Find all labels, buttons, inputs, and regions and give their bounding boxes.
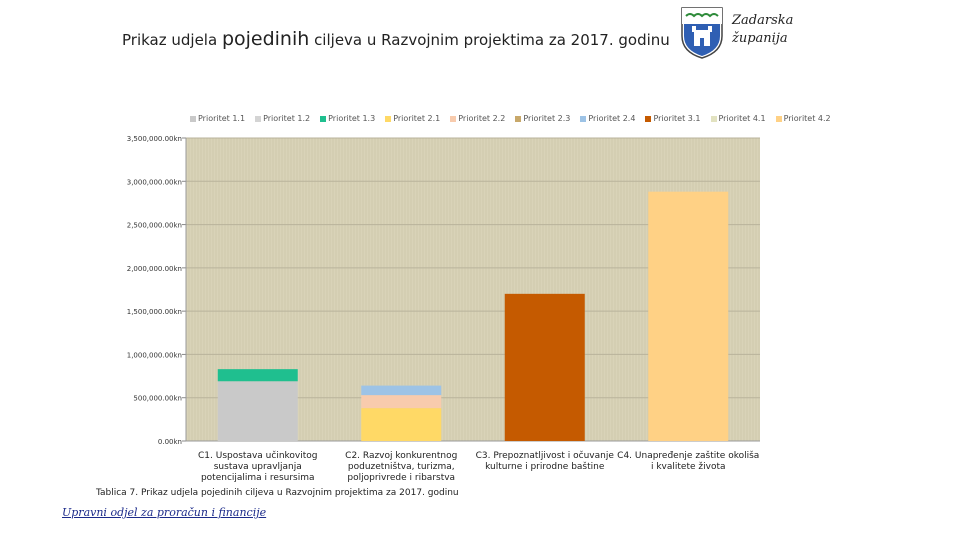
y-tick-label: 3,000,000.00kn [127,178,182,186]
bar-segment-prioritet-2-4 [361,385,442,396]
legend-swatch [645,115,652,122]
footer-department-link[interactable]: Upravni odjel za proračun i financije [62,506,267,519]
bar-segment-prioritet-1-3 [217,369,298,382]
legend-label: Prioritet 2.3 [523,114,571,123]
legend-item: Prioritet 2.1 [385,114,440,123]
x-category-label: i kvalitete života [651,462,726,472]
legend-item: Prioritet 3.1 [645,114,701,123]
legend-label: Prioritet 2.1 [393,114,441,123]
legend-swatch [255,115,262,122]
legend-label: Prioritet 1.1 [198,114,246,123]
bar-segment-prioritet-2-1 [361,408,442,441]
y-tick-label: 0.00kn [158,438,182,446]
legend-swatch [515,115,522,122]
x-category-label: sustava upravljanja [214,462,302,472]
x-category-label: kulturne i prirodne baštine [485,461,605,472]
legend-item: Prioritet 4.2 [775,114,831,123]
legend-item: Prioritet 1.3 [320,114,375,123]
legend-label: Prioritet 4.2 [783,114,831,123]
legend-swatch [710,115,717,122]
bar-segment-prioritet-3-1 [504,293,585,441]
legend-label: Prioritet 3.1 [653,114,701,123]
x-category-label: C1. Uspostava učinkovitog [198,450,318,461]
legend-swatch [385,115,392,122]
x-category-label: poduzetništva, turizma, [348,461,455,472]
x-category-label: potencijalima i resursima [201,473,315,483]
legend-item: Prioritet 1.2 [255,114,310,123]
brand-line-2: županija [732,31,788,46]
y-tick-label: 1,000,000.00kn [127,351,182,359]
legend-label: Prioritet 1.3 [328,114,376,123]
y-tick-label: 2,000,000.00kn [127,265,182,273]
legend-item: Prioritet 2.4 [580,114,635,123]
legend-label: Prioritet 4.1 [718,114,766,123]
legend-label: Prioritet 1.2 [263,114,311,123]
y-tick-label: 2,500,000.00kn [127,222,182,230]
chart-legend: Prioritet 1.1 Prioritet 1.2 Prioritet 1.3 P… [190,114,831,123]
legend-item: Prioritet 4.1 [710,114,766,123]
legend-swatch [320,115,327,122]
bar-segment-prioritet-4-2 [648,191,729,441]
brand-line-1: Zadarska [732,13,794,28]
legend-swatch [190,115,196,122]
brand-text: Zadarska županija [732,12,793,48]
x-category-label: C2. Razvoj konkurentnog [345,451,457,461]
x-category-label: poljoprivrede i ribarstva [347,473,455,483]
x-category-label: C4. Unapređenje zaštite okoliša [617,450,759,461]
legend-swatch [580,115,587,122]
legend-swatch [450,115,457,122]
y-tick-label: 500,000.00kn [133,395,182,403]
legend-label: Prioritet 2.4 [588,114,636,123]
y-tick-label: 3,500,000.00kn [127,135,182,143]
legend-item: Prioritet 1.1 [190,114,245,123]
legend-item: Prioritet 2.3 [515,114,570,123]
legend-item: Prioritet 2.2 [450,114,505,123]
chart-title: Prikaz udjela pojedinih ciljeva u Razvoj… [122,28,670,50]
x-category-label: C3. Prepoznatljivost i očuvanje [476,450,615,461]
stacked-bar-chart: 0.00kn 500,000.00kn 1,000,000.00kn 1,500,00… [127,135,760,483]
title-part-3: ciljeva u Razvojnim projektima za 2017. … [309,31,670,49]
legend-swatch [775,115,782,122]
title-part-2: pojedinih [221,28,310,50]
table-caption: Tablica 7. Prikaz udjela pojedinih cilje… [96,488,459,498]
y-tick-label: 1,500,000.00kn [127,308,182,316]
bar-segment-prioritet-2-2 [361,395,442,409]
legend-label: Prioritet 2.2 [458,114,506,123]
bar-segment-prioritet-1-1 [217,381,298,441]
coat-of-arms-logo [681,7,723,59]
title-part-1: Prikaz udjela [122,31,222,49]
